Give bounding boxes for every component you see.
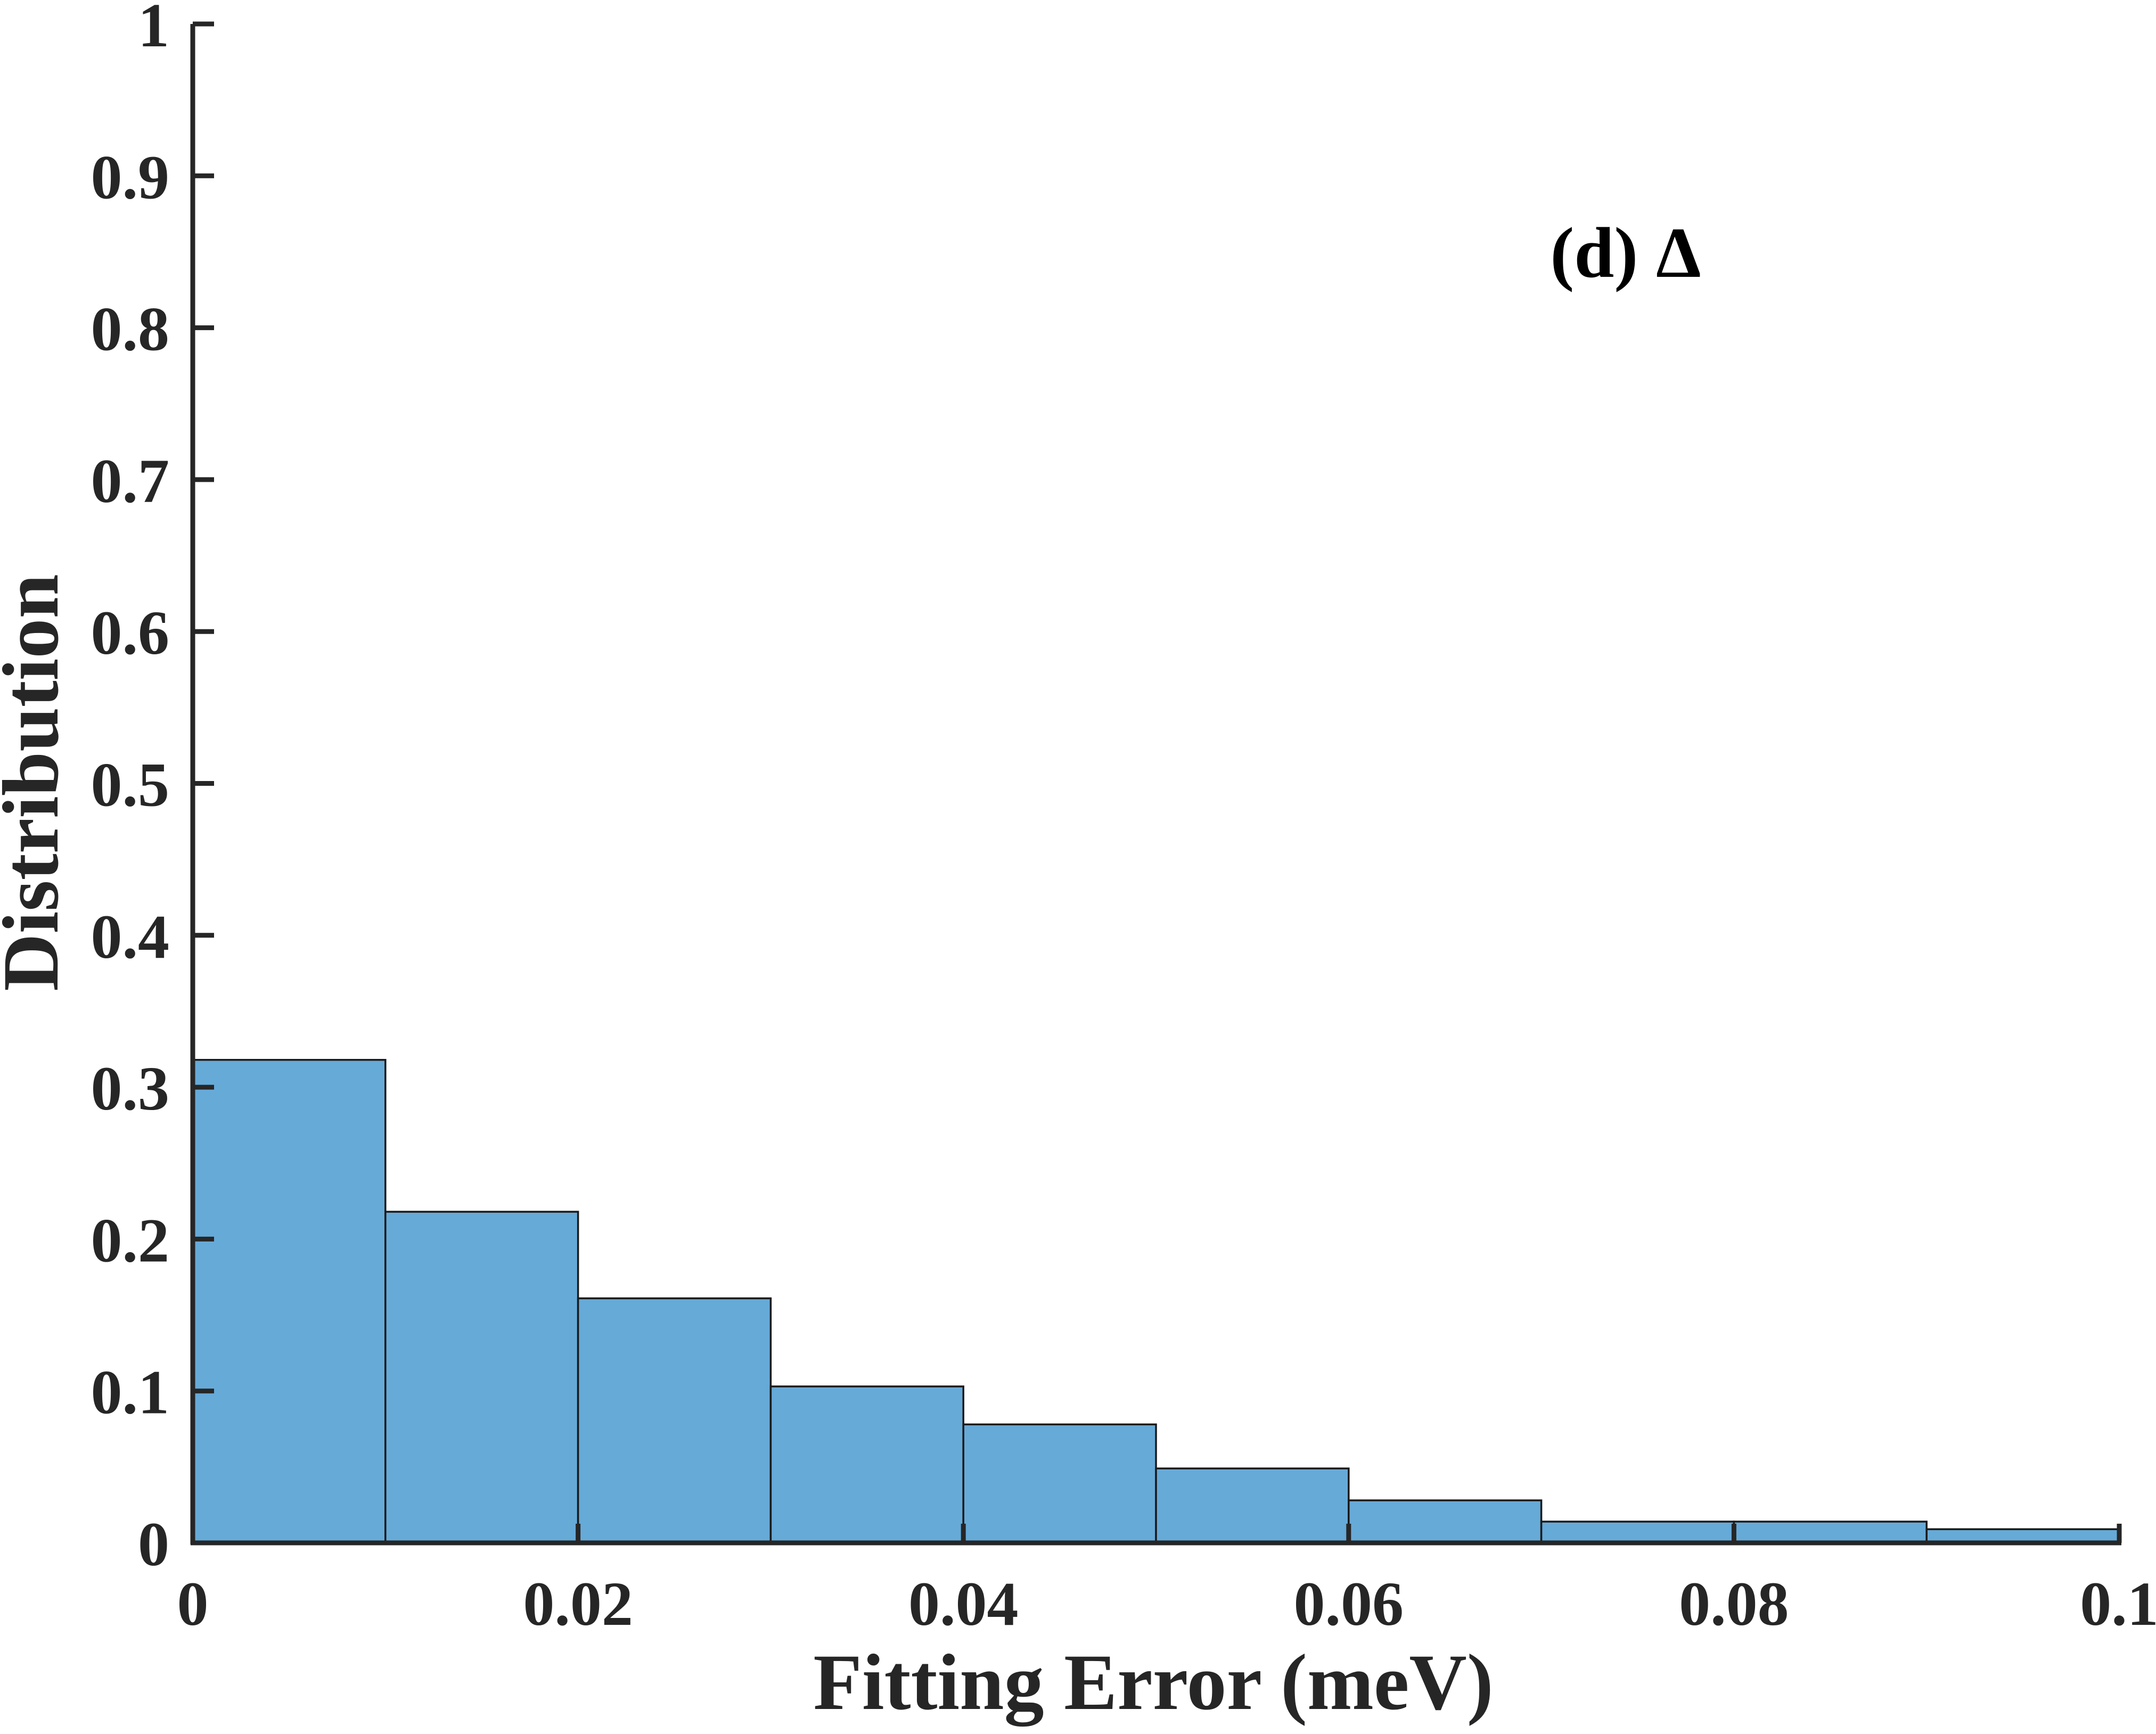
y-tick-label: 0.9 xyxy=(91,142,170,212)
y-axis-title: Distribution xyxy=(0,574,75,991)
histogram-bar xyxy=(1348,1499,1543,1544)
y-tick-label: 1 xyxy=(138,0,169,60)
histogram-bar xyxy=(1733,1521,1928,1544)
x-tick-label: 0.04 xyxy=(908,1569,1019,1639)
x-tick-label: 0.06 xyxy=(1294,1569,1404,1639)
y-tick-label: 0 xyxy=(138,1509,169,1579)
histogram-bar xyxy=(1540,1521,1735,1544)
x-axis-ticks: 0 0.02 0.04 0.06 0.08 0.1 xyxy=(177,1524,2156,1639)
panel-annotation: (d) Δ xyxy=(1550,213,1701,293)
y-tick-label: 0.3 xyxy=(91,1054,170,1123)
x-tick-label: 0.02 xyxy=(523,1569,633,1639)
y-tick-label: 0.5 xyxy=(91,750,170,820)
x-axis-title: Fitting Error (meV) xyxy=(813,1638,1493,1727)
y-tick-label: 0.6 xyxy=(91,598,170,668)
histogram-bar xyxy=(577,1297,772,1544)
x-tick-label: 0.1 xyxy=(2080,1569,2156,1639)
histogram-bar xyxy=(769,1385,964,1544)
y-tick-label: 0.1 xyxy=(91,1358,170,1427)
y-tick-label: 0.7 xyxy=(91,446,170,516)
y-tick-label: 0.4 xyxy=(91,902,170,972)
histogram-bar xyxy=(192,1058,387,1544)
histogram-bars xyxy=(192,1058,2120,1544)
x-tick-label: 0 xyxy=(177,1569,209,1639)
y-axis-ticks: 0 0.1 0.2 0.3 0.4 0.5 0.6 0.7 0.8 0.9 1 xyxy=(91,0,214,1579)
x-tick-label: 0.08 xyxy=(1679,1569,1789,1639)
histogram-bar xyxy=(1155,1467,1350,1544)
histogram-bar xyxy=(384,1211,579,1544)
y-tick-label: 0.2 xyxy=(91,1205,170,1275)
histogram-bar xyxy=(962,1423,1157,1544)
y-tick-label: 0.8 xyxy=(91,294,170,364)
